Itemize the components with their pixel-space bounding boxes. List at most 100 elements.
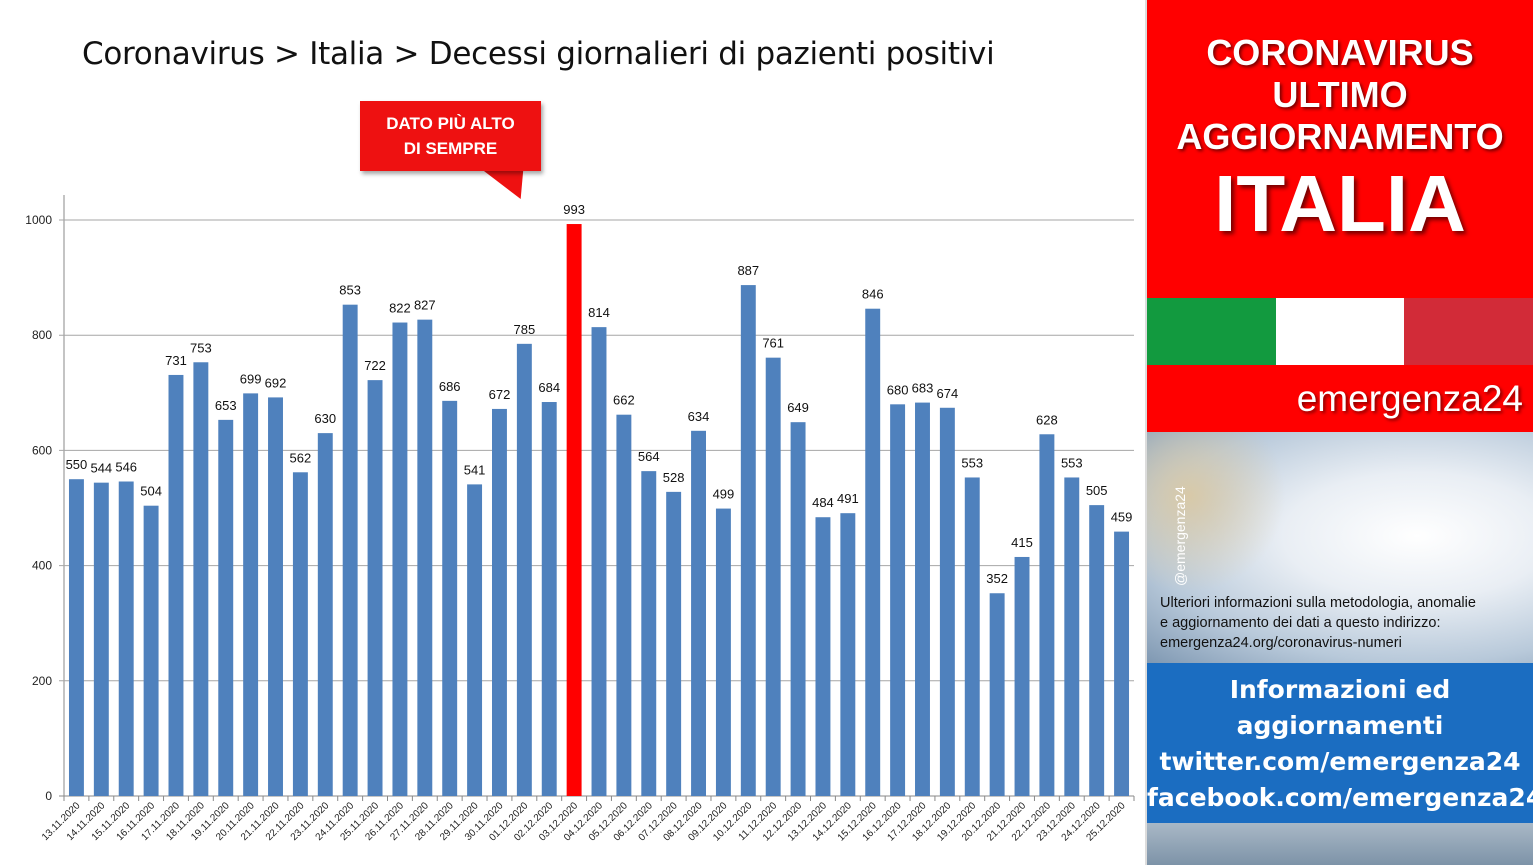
facebook-link[interactable]: facebook.com/emergenza24 (1147, 783, 1533, 812)
bar (939, 407, 955, 796)
bar (68, 479, 84, 796)
data-label: 352 (986, 571, 1008, 586)
bar (790, 422, 806, 796)
data-label: 553 (1061, 455, 1083, 470)
data-label: 550 (66, 457, 88, 472)
bar (417, 319, 433, 796)
data-label: 683 (912, 381, 934, 396)
bar (1014, 556, 1030, 796)
bar (516, 343, 532, 796)
info-link[interactable]: emergenza24.org/coronavirus-numeri (1160, 635, 1402, 651)
data-label: 853 (339, 283, 361, 298)
data-label: 731 (165, 353, 187, 368)
info-line-1: Ulteriori informazioni sulla metodologia… (1160, 595, 1476, 611)
record-callout: DATO PIÙ ALTO DI SEMPRE (360, 101, 541, 171)
sidebar: CORONAVIRUS ULTIMO AGGIORNAMENTO ITALIA … (1147, 0, 1533, 865)
data-label: 553 (961, 455, 983, 470)
data-label: 692 (265, 375, 287, 390)
bar (815, 517, 831, 796)
bar (964, 477, 980, 796)
data-label: 628 (1036, 412, 1058, 427)
data-label: 528 (663, 470, 685, 485)
bar (492, 408, 507, 796)
data-label: 887 (737, 263, 759, 278)
bar-chart: 0200400600800100055013.11.202054414.11.2… (25, 195, 1135, 844)
brand-bar: emergenza24 (1147, 365, 1533, 432)
bar (467, 484, 483, 796)
data-label: 649 (787, 400, 809, 415)
data-label: 672 (489, 387, 511, 402)
data-label: 674 (937, 386, 959, 401)
data-label: 564 (638, 449, 660, 464)
bar (367, 380, 383, 796)
bar (865, 308, 881, 796)
data-label: 684 (538, 380, 560, 395)
italian-flag (1147, 298, 1533, 365)
contact-line-2: aggiornamenti (1236, 711, 1444, 740)
contact-panel: Informazioni ed aggiornamenti twitter.co… (1147, 663, 1533, 823)
headline-panel: CORONAVIRUS ULTIMO AGGIORNAMENTO ITALIA (1147, 0, 1533, 298)
flag-red-band (1404, 298, 1533, 365)
bar (1039, 434, 1055, 796)
contact-line-1: Informazioni ed (1229, 675, 1451, 704)
data-label: 505 (1086, 483, 1108, 498)
bar (666, 491, 682, 796)
bar (915, 402, 930, 796)
bar (566, 224, 582, 797)
twitter-link[interactable]: twitter.com/emergenza24 (1159, 747, 1521, 776)
data-label: 504 (140, 484, 162, 499)
bar (317, 433, 333, 796)
country-label: ITALIA (1214, 159, 1466, 248)
bar (616, 414, 632, 796)
bar (765, 357, 781, 796)
data-label: 546 (115, 460, 137, 475)
headline-line-1: CORONAVIRUS (1206, 32, 1474, 73)
info-line-2: e aggiornamento dei dati a questo indiri… (1160, 615, 1441, 631)
bar (292, 472, 308, 796)
bottom-strip (1147, 823, 1533, 865)
bar (93, 482, 109, 796)
bar (268, 397, 283, 796)
bar (591, 327, 607, 796)
social-handle: @emergenza24 (1172, 486, 1188, 586)
callout-line-2: DI SEMPRE (403, 139, 498, 158)
data-label: 722 (364, 358, 386, 373)
data-label: 827 (414, 298, 436, 313)
bar (218, 419, 234, 796)
y-tick-label: 0 (45, 789, 52, 803)
y-tick-label: 1000 (25, 213, 52, 227)
bar (1064, 477, 1080, 796)
bar (641, 471, 657, 796)
data-label: 491 (837, 491, 859, 506)
bar (392, 322, 408, 796)
data-label: 484 (812, 495, 834, 510)
background-photo: Ulteriori informazioni sulla metodologia… (1147, 432, 1533, 663)
data-label: 699 (240, 371, 262, 386)
bar (193, 362, 209, 796)
headline-line-3: AGGIORNAMENTO (1176, 116, 1504, 157)
bar (342, 304, 358, 796)
data-label: 753 (190, 340, 212, 355)
data-label: 415 (1011, 535, 1033, 550)
bar (143, 505, 159, 796)
bar (890, 404, 906, 796)
data-label: 846 (862, 287, 884, 302)
data-label: 653 (215, 398, 237, 413)
flag-green-band (1147, 298, 1276, 365)
bar (740, 285, 756, 796)
bar (840, 513, 856, 796)
divider (1145, 0, 1147, 865)
chart-area: Coronavirus > Italia > Decessi giornalie… (25, 36, 1135, 844)
data-label: 680 (887, 382, 909, 397)
bar (442, 400, 458, 796)
data-label: 662 (613, 393, 635, 408)
headline-line-2: ULTIMO (1272, 74, 1408, 115)
data-label: 459 (1111, 510, 1133, 525)
bar (989, 593, 1005, 796)
bar (691, 430, 706, 796)
data-label: 785 (513, 322, 535, 337)
data-label: 499 (713, 487, 735, 502)
data-label: 634 (688, 409, 710, 424)
bar (715, 508, 731, 796)
data-label: 761 (762, 336, 784, 351)
